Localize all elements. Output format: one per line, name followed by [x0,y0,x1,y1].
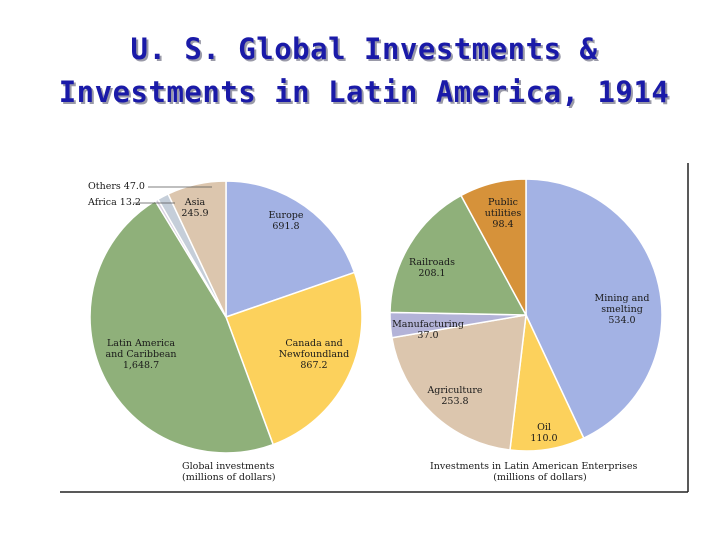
pie-captions: Global investments(millions of dollars)I… [182,461,638,483]
slice-label-mining-and-smelting: Mining and smelting 534.0 [594,293,649,326]
slice-label-asia: Asia 245.9 [181,197,208,219]
caption-pie-latin-line-1: Investments in Latin American Enterprise… [430,461,638,472]
slice-label-agriculture: Agriculture 253.8 [426,385,482,407]
slice-label-oil: Oil 110.0 [530,422,557,444]
slice-label-public-utilities: Public utilities 98.4 [485,197,522,230]
pie-slice-canada-and-newfoundland [225,271,363,446]
pie-slice-railroads [389,194,528,316]
slice-label-canada-and-newfoundland: Canada and Newfoundland 867.2 [279,338,350,371]
slice-label-others: Others 47.0 [88,181,145,192]
slide-title: U. S. Global Investments & Investments i… [0,28,728,114]
global-investments-pie: Europe 691.8 Canada and Newfoundland 867.2 La… [87,180,363,454]
latin-america-investments-pie: Mining and smelting 534.0 Oil 110.0 Agricultu… [389,178,663,452]
pie-slice-agriculture [391,314,527,451]
pie-slice-public-utilities [460,178,527,316]
caption-pie-latin-line-2: (millions of dollars) [493,472,587,483]
slide-title-line-2: Investments in Latin America, 1914 [58,75,670,109]
pie-slice-latin-america-and-caribbean [89,199,275,454]
pie-slice-asia [167,180,227,318]
caption-pie-global-line-2: (millions of dollars) [182,472,276,483]
slice-label-africa: Africa 13.2 [87,197,141,208]
caption-pie-global-line-1: Global investments [182,461,275,472]
figure-frame [60,163,689,493]
slice-label-latin-america-and-caribbean: Latin America and Caribbean 1,648.7 [106,338,177,371]
slice-label-railroads: Railroads 208.1 [409,257,455,279]
slice-label-europe: Europe 691.8 [268,210,303,232]
pie-slice-mining-and-smelting [525,178,663,440]
slide-title-line-1: U. S. Global Investments & [130,32,598,66]
slice-label-manufacturing: Manufacturing 37.0 [392,319,464,341]
